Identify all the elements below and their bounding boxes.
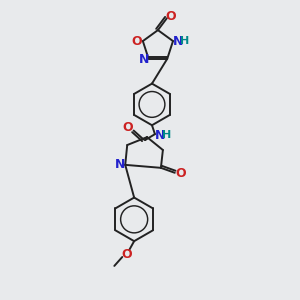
Text: N: N — [155, 129, 165, 142]
Text: N: N — [139, 53, 149, 66]
Text: N: N — [115, 158, 125, 171]
Text: O: O — [121, 248, 131, 260]
Text: O: O — [166, 10, 176, 23]
Text: O: O — [132, 34, 142, 48]
Text: H: H — [162, 130, 172, 140]
Text: N: N — [173, 34, 183, 48]
Text: O: O — [176, 167, 186, 180]
Text: H: H — [180, 36, 190, 46]
Text: O: O — [122, 121, 133, 134]
